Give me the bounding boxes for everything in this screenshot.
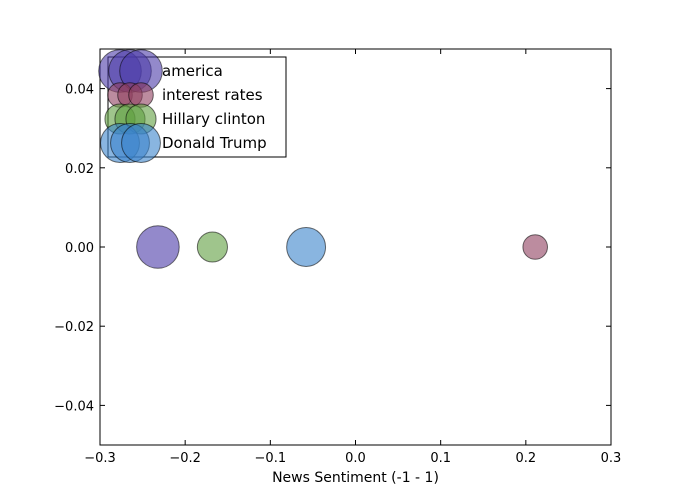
y-tick-label: 0.02 xyxy=(65,162,94,177)
y-tick-label: 0.00 xyxy=(65,241,94,256)
point-interest-rates xyxy=(522,234,549,260)
legend-label: interest rates xyxy=(162,86,263,104)
x-tick-label: 0.0 xyxy=(345,451,366,466)
points-layer xyxy=(136,225,549,269)
legend-label: america xyxy=(162,62,223,80)
point-hillary-clinton xyxy=(196,231,228,263)
legend-label: Hillary clinton xyxy=(162,110,265,128)
x-tick-label: −0.3 xyxy=(84,451,116,466)
y-tick-label: 0.04 xyxy=(65,83,94,98)
x-axis-label: News Sentiment (-1 - 1) xyxy=(272,470,439,486)
x-tick-label: 0.2 xyxy=(515,451,536,466)
legend: america interest rates Hillary clinton Dona… xyxy=(98,49,287,163)
legend-label: Donald Trump xyxy=(162,134,267,152)
legend-marker xyxy=(121,123,161,163)
x-tick-label: −0.1 xyxy=(255,451,287,466)
point-america xyxy=(136,225,180,269)
x-tick-label: 0.3 xyxy=(601,451,622,466)
point-donald-trump xyxy=(286,227,327,267)
y-tick-label: −0.04 xyxy=(54,399,94,414)
y-tick-label: −0.02 xyxy=(54,320,94,335)
x-tick-label: −0.2 xyxy=(169,451,201,466)
x-axis-ticks: −0.3 −0.2 −0.1 0.0 0.1 0.2 0.3 xyxy=(84,49,621,466)
x-tick-label: 0.1 xyxy=(430,451,451,466)
y-axis-ticks: −0.04 −0.02 0.00 0.02 0.04 xyxy=(54,83,611,414)
